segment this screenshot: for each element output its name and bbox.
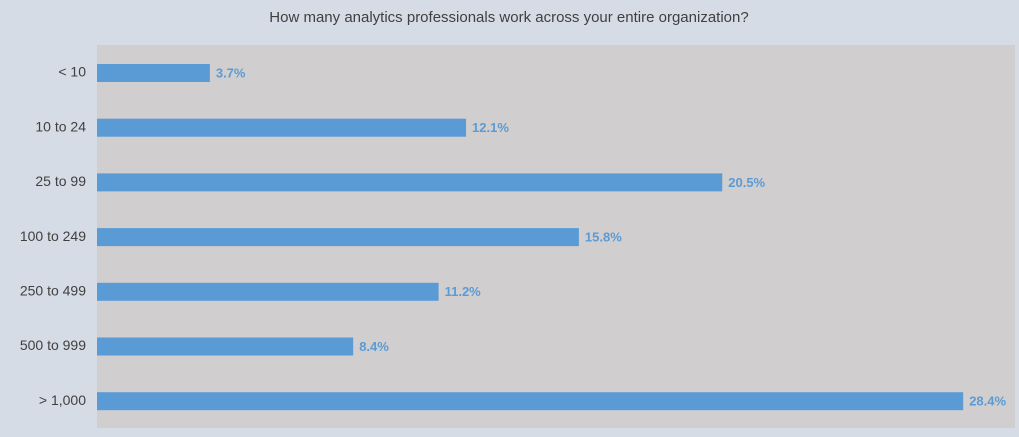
bar [97, 337, 354, 356]
y-tick-label: > 1,000 [39, 392, 86, 408]
value-label: 3.7% [216, 65, 246, 80]
y-tick-label: 25 to 99 [35, 173, 86, 189]
chart-title: How many analytics professionals work ac… [269, 9, 748, 26]
value-label: 11.2% [445, 284, 482, 299]
value-label: 15.8% [585, 230, 622, 245]
value-label: 20.5% [728, 175, 765, 190]
bar [97, 118, 467, 137]
bar [97, 392, 964, 411]
y-tick-label: 500 to 999 [20, 337, 86, 353]
y-tick-label: 10 to 24 [35, 118, 86, 134]
value-label: 12.1% [472, 120, 509, 135]
bar [97, 173, 723, 192]
value-label: 28.4% [969, 394, 1006, 409]
bar [97, 64, 210, 82]
bar [97, 228, 579, 247]
y-tick-label: < 10 [58, 64, 86, 80]
y-tick-label: 100 to 249 [20, 228, 86, 244]
bar [97, 282, 439, 301]
y-tick-label: 250 to 499 [20, 283, 86, 299]
value-label: 8.4% [359, 339, 389, 354]
